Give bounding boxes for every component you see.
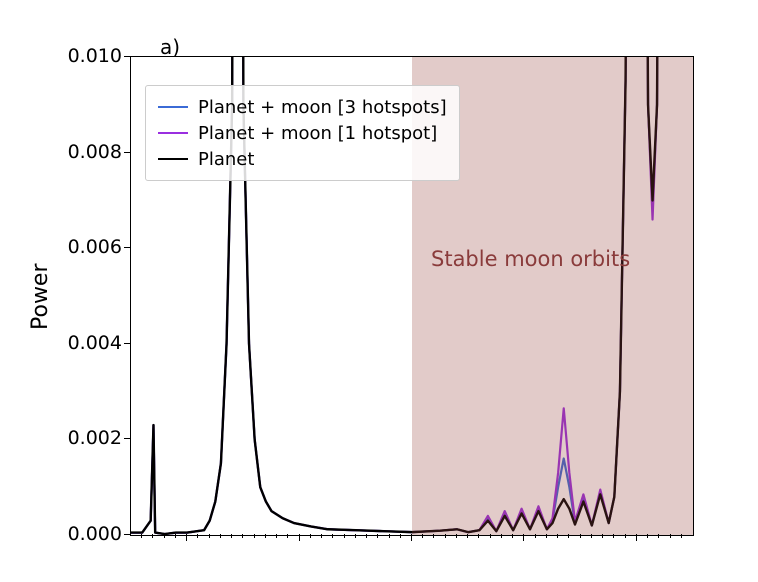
xtick-mark [512, 534, 513, 538]
legend-item: Planet + moon [3 hotspots] [158, 94, 447, 120]
figure: Power 0.0000.0020.0040.0060.0080.010 a) … [0, 0, 758, 582]
xtick-mark [152, 534, 153, 538]
xtick-mark [647, 534, 648, 538]
xtick-mark [355, 534, 356, 538]
legend: Planet + moon [3 hotspots] Planet + moon … [145, 85, 460, 181]
ytick-mark [124, 247, 130, 248]
ytick-mark [124, 534, 130, 535]
y-axis-label: Power [28, 263, 53, 330]
xtick-mark [670, 534, 671, 538]
xtick-mark [186, 534, 187, 541]
legend-swatch [158, 158, 188, 161]
legend-label: Planet + moon [3 hotspots] [198, 97, 447, 118]
ytick-mark [124, 438, 130, 439]
xtick-mark [366, 534, 367, 538]
xtick-mark [546, 534, 547, 538]
xtick-mark [175, 534, 176, 538]
xtick-mark [242, 534, 243, 538]
xtick-mark [456, 534, 457, 538]
xtick-mark [231, 534, 232, 538]
xtick-mark [568, 534, 569, 538]
xtick-mark [141, 534, 142, 538]
ytick-label: 0.002 [58, 427, 122, 449]
xtick-mark [602, 534, 603, 538]
xtick-mark [164, 534, 165, 538]
legend-label: Planet [198, 149, 254, 170]
ytick-label: 0.008 [58, 141, 122, 163]
ytick-label: 0.004 [58, 332, 122, 354]
xtick-mark [220, 534, 221, 538]
xtick-mark [490, 534, 491, 538]
xtick-mark [591, 534, 592, 538]
ytick-mark [124, 56, 130, 57]
xtick-mark [299, 534, 300, 541]
ytick-mark [124, 152, 130, 153]
xtick-mark [523, 534, 524, 541]
xtick-mark [636, 534, 637, 541]
xtick-mark [389, 534, 390, 538]
legend-label: Planet + moon [1 hotspot] [198, 123, 437, 144]
xtick-mark [625, 534, 626, 538]
ytick-label: 0.006 [58, 236, 122, 258]
legend-swatch [158, 132, 188, 135]
xtick-mark [254, 534, 255, 538]
xtick-mark [681, 534, 682, 538]
ytick-label: 0.010 [58, 45, 122, 67]
xtick-mark [287, 534, 288, 538]
xtick-mark [197, 534, 198, 538]
ytick-mark [124, 343, 130, 344]
xtick-mark [310, 534, 311, 538]
xtick-mark [557, 534, 558, 538]
xtick-mark [433, 534, 434, 538]
stable-region-label: Stable moon orbits [431, 247, 630, 271]
ytick-label: 0.000 [58, 523, 122, 545]
xtick-mark [209, 534, 210, 538]
plot-area: Stable moon orbits Planet + moon [3 hots… [130, 56, 694, 536]
xtick-mark [377, 534, 378, 538]
legend-swatch [158, 106, 188, 109]
legend-item: Planet + moon [1 hotspot] [158, 120, 447, 146]
xtick-mark [467, 534, 468, 538]
xtick-mark [580, 534, 581, 538]
xtick-mark [658, 534, 659, 538]
xtick-mark [400, 534, 401, 538]
xtick-mark [478, 534, 479, 538]
xtick-mark [411, 534, 412, 541]
xtick-mark [535, 534, 536, 538]
xtick-mark [501, 534, 502, 538]
xtick-mark [321, 534, 322, 538]
xtick-mark [332, 534, 333, 538]
xtick-mark [265, 534, 266, 538]
xtick-mark [422, 534, 423, 538]
xtick-mark [445, 534, 446, 538]
legend-item: Planet [158, 146, 447, 172]
xtick-mark [344, 534, 345, 538]
xtick-mark [613, 534, 614, 538]
xtick-mark [276, 534, 277, 538]
